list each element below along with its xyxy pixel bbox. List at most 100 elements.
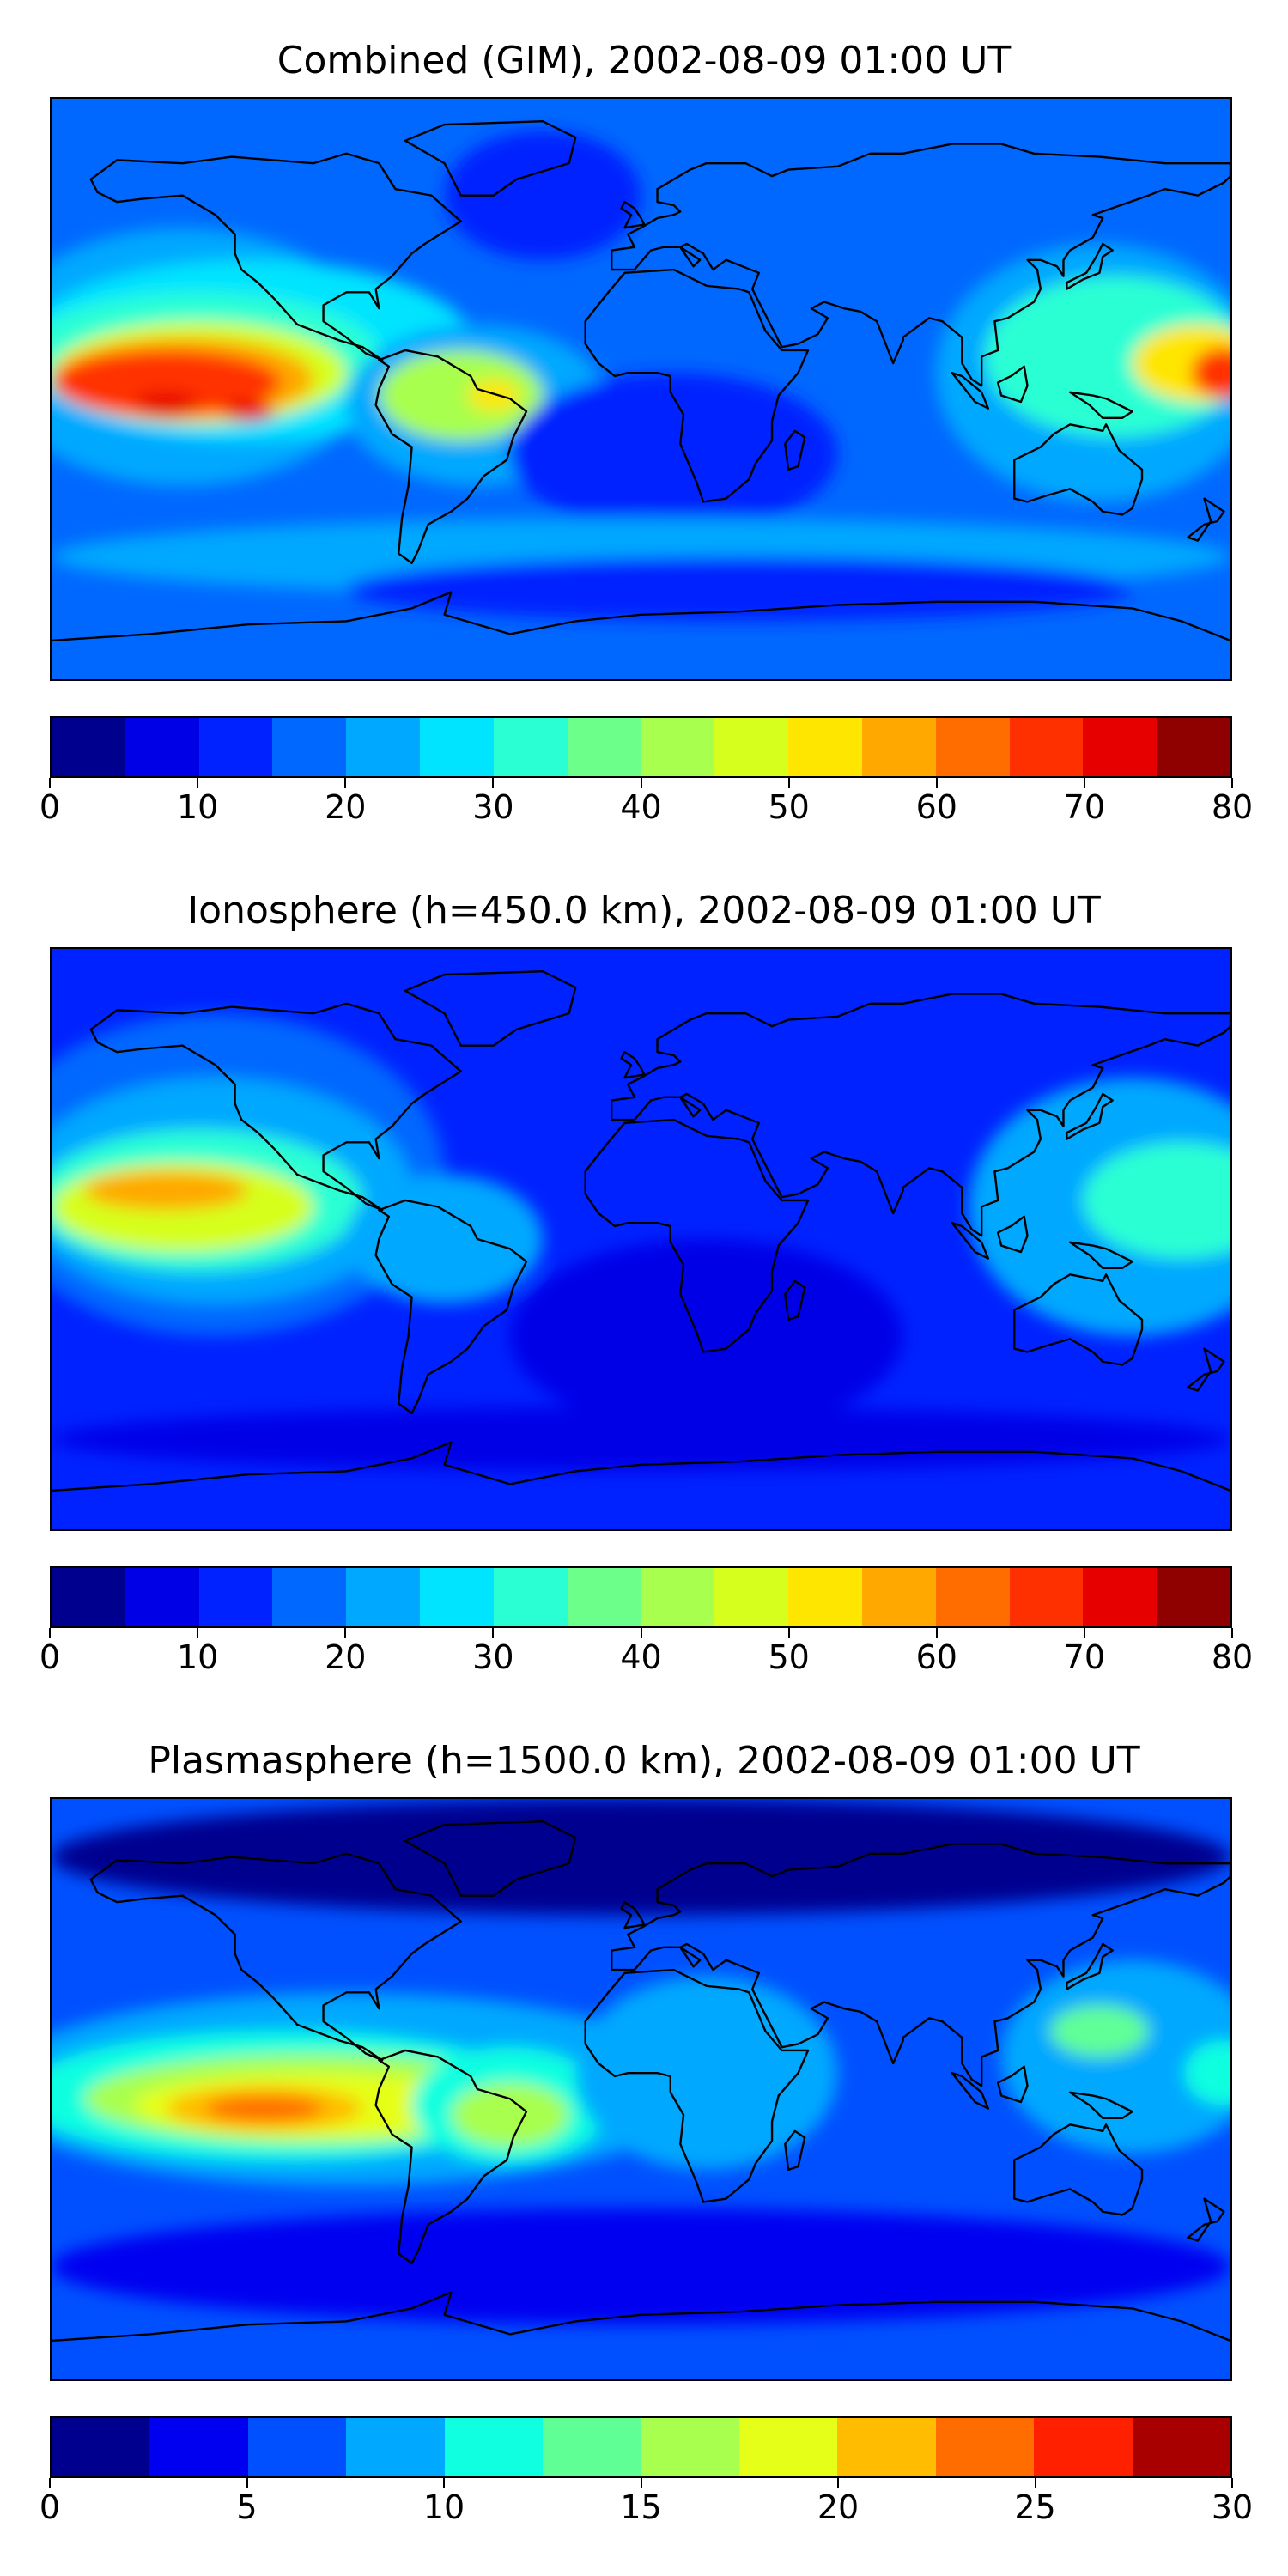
colorbar-ionosphere (50, 1566, 1232, 1628)
field-contour-region (346, 1174, 544, 1304)
colorbar-tick-label: 60 (915, 788, 957, 826)
coastline-japan (1066, 242, 1114, 290)
colorbar-segment (420, 718, 494, 776)
colorbar-tick (344, 778, 347, 788)
colorbar-segment (198, 1568, 273, 1626)
colorbar-segment (714, 718, 789, 776)
coastline-north-america (89, 1002, 462, 1212)
field-contour-region (1184, 2040, 1230, 2105)
colorbar-tick-label: 50 (768, 788, 810, 826)
colorbar-tick-label: 10 (176, 1638, 219, 1676)
colorbar-segment (641, 2418, 739, 2476)
field-contour-region (52, 1406, 1230, 1472)
coastline-new-zealand (1187, 1347, 1225, 1392)
colorbar-segment (493, 718, 568, 776)
colorbar-tick (443, 2478, 445, 2488)
colorbar-tick-label: 40 (620, 788, 662, 826)
field-contour-region (346, 556, 1133, 622)
coastline-greenland (404, 1820, 577, 1897)
field-contour-region (1050, 2005, 1149, 2057)
colorbar-tick-label: 30 (472, 1638, 514, 1676)
coastline-new-zealand (1187, 2197, 1225, 2242)
map-plasmasphere (50, 1797, 1232, 2381)
colorbar-segment (1157, 718, 1230, 776)
field-contour-region (467, 379, 520, 412)
field-contour-region (52, 2208, 1230, 2325)
colorbar-segment (272, 1568, 347, 1626)
colorbar-segment (149, 2418, 248, 2476)
coastline-north-america (89, 1852, 462, 2062)
field-contour-region (205, 2095, 324, 2122)
coastline-australia (1013, 2123, 1144, 2216)
colorbar-segment (567, 718, 641, 776)
colorbar-segment (198, 718, 273, 776)
colorbar-segment (420, 1568, 494, 1626)
map-combined (50, 97, 1232, 681)
colorbar-tick-label: 25 (1014, 2488, 1056, 2526)
coastline-great-britain (620, 1050, 646, 1079)
field-contour-region (1001, 1959, 1230, 2154)
colorbar-tick (935, 1628, 938, 1638)
colorbar-tick-label: 10 (176, 788, 219, 826)
map-combined-svg (52, 99, 1230, 679)
field-contour-region (509, 373, 838, 534)
colorbar-tick (787, 1628, 790, 1638)
colorbar-tick (640, 1628, 642, 1638)
colorbar-segment (1157, 1568, 1230, 1626)
colorbar-combined (50, 716, 1232, 778)
colorbar-tick-label: 40 (620, 1638, 662, 1676)
colorbar-segment (738, 2418, 838, 2476)
colorbar-tick (787, 778, 790, 788)
field-contour-region (1191, 347, 1230, 399)
colorbar-tick (492, 1628, 495, 1638)
colorbar-segment (714, 1568, 789, 1626)
panel-title-ionosphere: Ionosphere (h=450.0 km), 2002-08-09 01:0… (187, 889, 1101, 933)
coastline-antarctica (52, 1441, 1230, 1492)
coastline-madagascar (784, 1279, 806, 1321)
coastline-great-britain (620, 1900, 646, 1929)
coastline-madagascar (784, 429, 806, 471)
coastline-north-america (89, 152, 462, 361)
field-contour-region (509, 1239, 903, 1433)
colorbar-tick-label: 80 (1211, 788, 1254, 826)
coastline-africa (584, 1118, 810, 1353)
colorbar-segment (346, 1568, 421, 1626)
coastline-eurasia (611, 993, 1230, 1237)
map-ionosphere-svg (52, 949, 1230, 1529)
colorbar-tick (640, 2478, 642, 2488)
colorbar-tick (49, 1628, 51, 1638)
colorbar-segment (444, 2418, 544, 2476)
colorbar-segment (543, 2418, 641, 2476)
map-plasmasphere-svg (52, 1799, 1230, 2379)
colorbar-segment (567, 1568, 641, 1626)
coastline-australia (1013, 423, 1144, 516)
field-contour-region (52, 1799, 1230, 1916)
colorbar-tick-label: 50 (768, 1638, 810, 1676)
colorbar-segment (1132, 2418, 1231, 2476)
colorbar-tick-label: 15 (620, 2488, 662, 2526)
coastline-africa (584, 1968, 810, 2203)
colorbar-tick (1083, 1628, 1085, 1638)
colorbar-tick (1231, 1628, 1233, 1638)
colorbar-segment (935, 1568, 1010, 1626)
coastline-japan (1066, 1092, 1114, 1140)
colorbar-plasmasphere-ticks: 0 5 10 15 20 25 30 (0, 2478, 1288, 2530)
coastline-borneo (996, 2065, 1029, 2104)
coastline-antarctica (52, 591, 1230, 642)
colorbar-tick-label: 20 (817, 2488, 860, 2526)
colorbar-tick (49, 2478, 51, 2488)
coastline-eurasia (611, 1843, 1230, 2087)
colorbar-tick-label: 0 (39, 2488, 61, 2526)
colorbar-tick (344, 1628, 347, 1638)
colorbar-tick-label: 20 (325, 788, 367, 826)
field-contour-region (379, 349, 544, 441)
colorbar-plasmasphere (50, 2416, 1232, 2478)
colorbar-segment (346, 718, 421, 776)
colorbar-segment (935, 2418, 1035, 2476)
coastline-greenland (404, 970, 577, 1047)
coastline-new-guinea (1068, 391, 1133, 419)
colorbar-tick (492, 778, 495, 788)
coastline-borneo (996, 365, 1029, 404)
field-contour-region (1083, 1142, 1230, 1259)
coastline-sumatra (951, 372, 990, 410)
